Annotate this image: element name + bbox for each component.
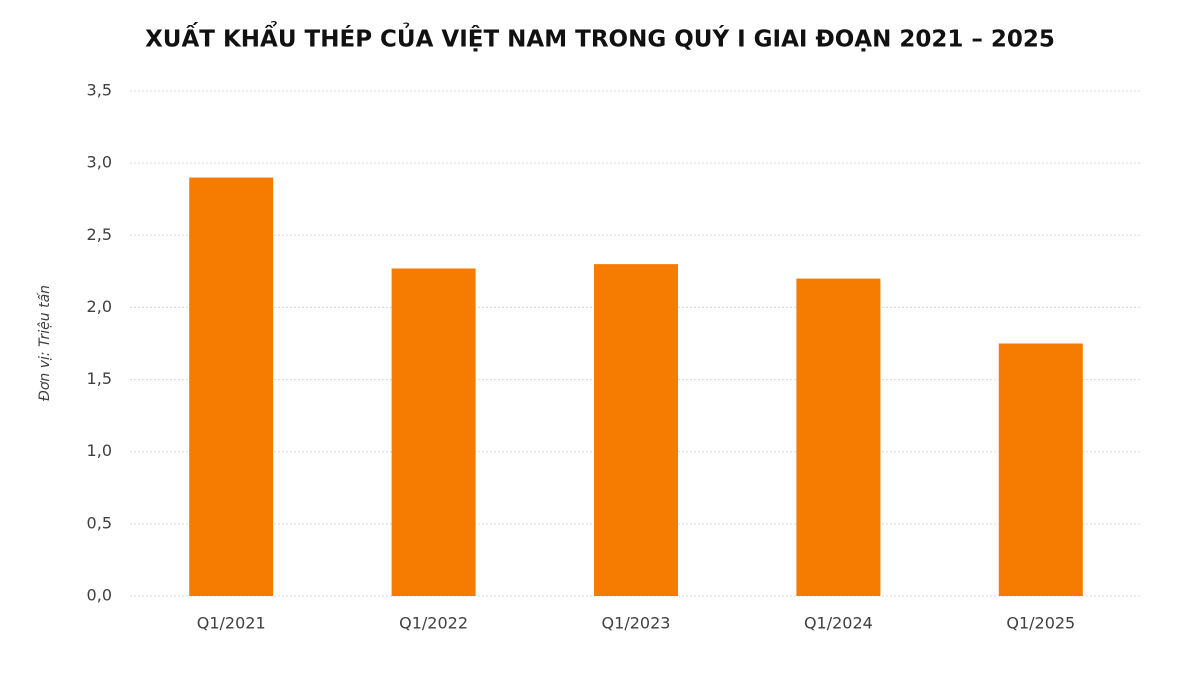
y-tick-label: 2,0 — [87, 297, 112, 316]
bar — [391, 268, 476, 596]
y-tick-label: 1,5 — [87, 369, 112, 388]
y-tick-label: 0,5 — [87, 513, 112, 532]
x-tick-label: Q1/2024 — [804, 614, 873, 633]
y-tick-label: 2,5 — [87, 225, 112, 244]
y-tick-label: 1,0 — [87, 441, 112, 460]
bar — [998, 343, 1083, 596]
x-tick-label: Q1/2021 — [197, 614, 266, 633]
bar — [594, 264, 678, 596]
x-tick-label: Q1/2023 — [602, 614, 671, 633]
x-tick-label: Q1/2025 — [1006, 614, 1075, 633]
y-tick-label: 3,0 — [87, 153, 112, 172]
bar — [189, 177, 274, 597]
x-tick-label: Q1/2022 — [399, 614, 468, 633]
bar — [796, 278, 881, 596]
y-tick-label: 3,5 — [87, 81, 112, 100]
y-tick-label: 0,0 — [87, 586, 112, 605]
y-axis-label: Đơn vị: Triệu tấn — [37, 285, 53, 401]
chart-title: XUẤT KHẨU THÉP CỦA VIỆT NAM TRONG QUÝ I … — [145, 22, 1055, 53]
